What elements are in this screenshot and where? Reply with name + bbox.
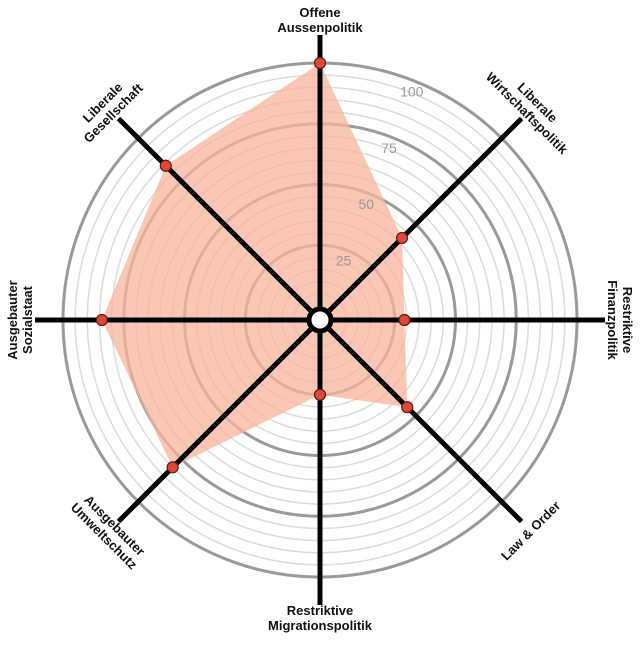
r-tick-label: 100	[400, 84, 424, 100]
axis-line	[318, 318, 524, 524]
axis-label-line: Ausgebauter	[5, 280, 20, 359]
r-tick-label: 75	[381, 140, 397, 156]
axis-label-line: Restriktive	[287, 603, 353, 618]
axis-label-line: Restriktive	[620, 287, 635, 353]
point	[159, 159, 172, 172]
point	[313, 388, 327, 401]
point	[95, 313, 108, 327]
r-tick-label: 25	[336, 253, 352, 269]
axis-label-line: Sozialstaat	[20, 285, 35, 354]
point	[395, 231, 409, 245]
axis-line	[116, 318, 322, 524]
axis-line	[318, 116, 524, 322]
axis-label-line: Offene	[299, 5, 340, 20]
point	[166, 461, 179, 474]
axis-label: Ausgebauter Sozialstaat	[5, 280, 35, 359]
axis-label-line: Finanzpolitik	[605, 280, 620, 360]
center	[306, 306, 334, 334]
axis-line	[116, 116, 322, 322]
point	[313, 56, 327, 70]
point	[401, 401, 414, 414]
axis-label-line: Migrationspolitik	[268, 618, 373, 633]
area	[101, 63, 408, 468]
axis-label-line: Aussenpolitik	[277, 20, 363, 35]
r-tick-label: 50	[358, 196, 374, 212]
point	[398, 313, 411, 327]
